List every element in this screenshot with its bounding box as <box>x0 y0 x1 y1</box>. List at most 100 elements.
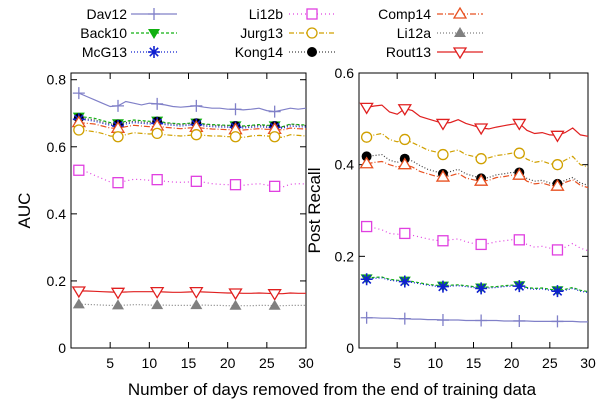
legend-marker-comp14 <box>452 6 468 19</box>
legend-label-dav12: Dav12 <box>87 6 128 22</box>
legend-label-rout13: Rout13 <box>386 44 431 60</box>
data-point-dav12 <box>268 105 281 118</box>
x-tick-label: 5 <box>106 355 114 371</box>
legend-item-li12a: Li12a <box>397 25 483 41</box>
series-back10 <box>360 274 589 297</box>
data-point-dav12 <box>551 315 564 328</box>
data-point-li12b <box>399 227 411 240</box>
legend-item-back10: Back10 <box>80 25 177 41</box>
series-li12a <box>72 298 306 310</box>
y-tick-label: 0.4 <box>335 157 355 173</box>
data-point-jurg13 <box>513 147 525 159</box>
legend-marker-dav12 <box>148 8 160 20</box>
x-tick-label: 5 <box>393 355 401 371</box>
data-point-li12b <box>551 244 564 256</box>
series-rout13 <box>71 286 306 301</box>
data-point-rout13 <box>550 130 565 143</box>
data-point-li12a <box>112 299 124 310</box>
data-point-comp14 <box>435 169 451 182</box>
data-point-mcg13 <box>475 282 488 295</box>
data-point-jurg13 <box>475 153 487 165</box>
data-point-rout13 <box>435 118 451 131</box>
x-tick-label: 25 <box>542 355 558 371</box>
legend-item-rout13: Rout13 <box>386 44 483 60</box>
legend-label-kong14: Kong14 <box>235 44 283 60</box>
data-point-li12a <box>229 299 242 310</box>
data-point-rout13 <box>512 118 527 131</box>
y-tick-label: 0 <box>58 340 66 356</box>
data-point-kong14 <box>361 151 372 162</box>
data-point-jurg13 <box>437 148 449 161</box>
legend-label-mcg13: McG13 <box>82 44 127 60</box>
data-point-rout13 <box>228 288 243 301</box>
data-point-dav12 <box>229 103 242 116</box>
data-point-li12b <box>269 180 281 193</box>
legend-marker-jurg13 <box>306 27 318 39</box>
y-tick-label: 0.6 <box>47 139 67 155</box>
data-point-li12a <box>268 299 281 310</box>
data-point-comp14 <box>359 156 374 169</box>
plot-frame <box>358 72 589 349</box>
legend-label-comp14: Comp14 <box>378 6 431 22</box>
x-tick-label: 10 <box>428 355 444 371</box>
legend-item-comp14: Comp14 <box>378 6 483 22</box>
shared-x-axis-label: Number of days removed from the end of t… <box>128 380 537 399</box>
legend-marker-li12a <box>454 27 466 37</box>
data-point-li12b <box>513 234 525 246</box>
data-point-dav12 <box>190 99 203 112</box>
data-point-mcg13 <box>398 275 411 288</box>
series-line-li12a <box>78 303 306 307</box>
data-point-rout13 <box>71 286 86 299</box>
data-point-li12a <box>72 298 85 309</box>
data-point-rout13 <box>359 102 374 115</box>
legend-label-jurg13: Jurg13 <box>240 25 283 41</box>
y-tick-label: 0.2 <box>47 273 67 289</box>
x-tick-label: 20 <box>220 355 236 371</box>
legend-item-jurg13: Jurg13 <box>240 25 335 41</box>
data-point-comp14 <box>512 167 527 180</box>
data-point-rout13 <box>473 123 489 136</box>
data-point-jurg13 <box>269 131 281 143</box>
legend-item-dav12: Dav12 <box>87 6 177 22</box>
x-tick-label: 20 <box>504 355 520 371</box>
data-point-jurg13 <box>360 131 373 143</box>
data-point-dav12 <box>151 97 164 110</box>
series-jurg13 <box>73 124 307 143</box>
data-point-li12b <box>73 164 85 176</box>
y-tick-label: 0.8 <box>47 72 67 88</box>
data-point-li12b <box>360 220 373 233</box>
data-point-li12b <box>151 173 163 186</box>
x-tick-label: 10 <box>142 355 158 371</box>
y-tick-label: 0.4 <box>47 206 67 222</box>
legend-marker-mcg13 <box>148 46 160 58</box>
data-point-dav12 <box>475 314 488 327</box>
data-point-mcg13 <box>436 280 449 293</box>
data-point-dav12 <box>112 99 124 112</box>
series-li12b <box>360 220 589 256</box>
auc-chart: 5 10 15 20 25 30 0 0.2 0.4 0.6 0.8 AUC <box>15 72 314 371</box>
data-point-dav12 <box>436 314 449 327</box>
data-point-jurg13 <box>229 131 242 143</box>
x-tick-label: 15 <box>181 355 197 371</box>
data-point-rout13 <box>189 287 204 299</box>
legend-label-li12a: Li12a <box>397 25 431 41</box>
data-point-li12b <box>112 177 124 189</box>
data-point-li12b <box>437 235 449 247</box>
y-axis-label: Post Recall <box>305 168 324 254</box>
data-point-rout13 <box>150 287 165 299</box>
series-jurg13 <box>360 131 589 171</box>
data-point-jurg13 <box>399 133 411 146</box>
legend-marker-back10 <box>148 29 160 39</box>
data-point-li12b <box>475 238 487 251</box>
y-tick-label: 0.6 <box>335 65 355 81</box>
x-tick-label: 25 <box>259 355 275 371</box>
data-point-dav12 <box>360 311 373 324</box>
data-point-jurg13 <box>190 129 202 141</box>
legend-label-back10: Back10 <box>80 25 127 41</box>
legend-item-mcg13: McG13 <box>82 44 177 60</box>
series-li12b <box>73 164 307 193</box>
legend-item-li12b: Li12b <box>249 6 335 22</box>
data-point-comp14 <box>550 178 565 191</box>
data-point-comp14 <box>473 173 489 186</box>
